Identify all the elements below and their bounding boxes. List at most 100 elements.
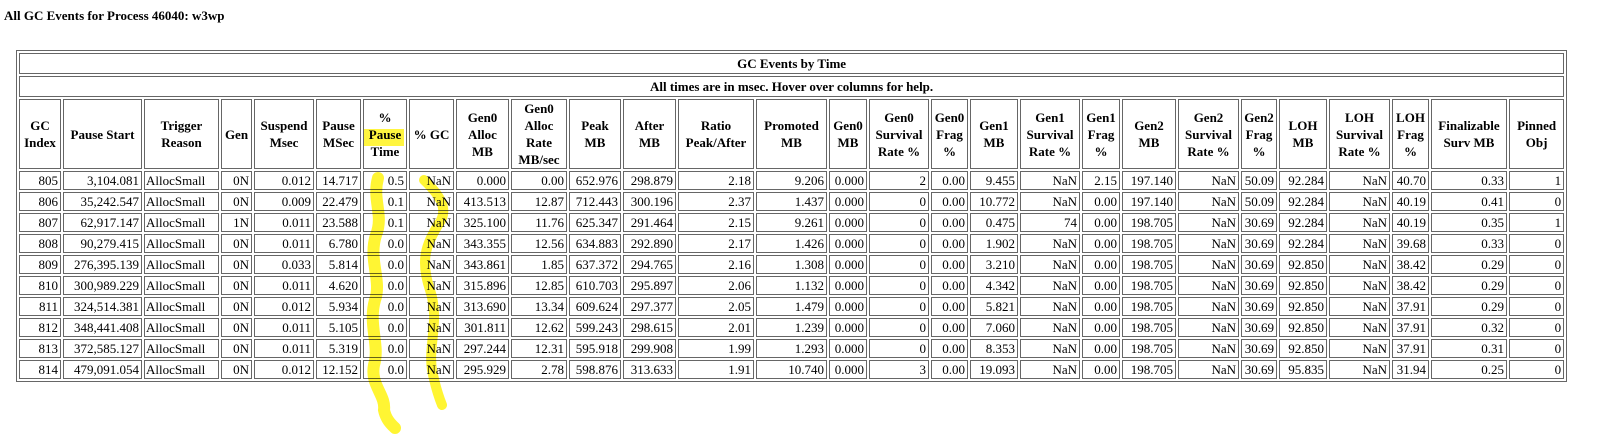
column-header: % GC (409, 99, 454, 169)
cell: 598.876 (569, 360, 621, 379)
cell: 1.308 (756, 255, 827, 274)
column-header: % Pause Time (363, 99, 407, 169)
cell: 198.705 (1122, 360, 1176, 379)
cell: 4.342 (970, 276, 1018, 295)
cell: 1.239 (756, 318, 827, 337)
cell: 0 (1509, 276, 1565, 295)
cell: 40.19 (1392, 192, 1429, 211)
cell: 0N (221, 171, 252, 190)
header-line: Gen1 (1086, 109, 1116, 125)
column-header: Gen2 Frag% (1241, 99, 1277, 169)
column-header: Pause MSec (316, 99, 361, 169)
cell: 1.479 (756, 297, 827, 316)
header-line: MB (983, 135, 1005, 150)
cell: 0.0 (363, 360, 407, 379)
header-line: MB (781, 135, 802, 150)
column-header: Gen2 MB (1122, 99, 1176, 169)
header-line: MB (1292, 135, 1314, 150)
cell: NaN (1329, 255, 1390, 274)
header-line: MSec (322, 135, 355, 150)
column-header: Gen (221, 99, 252, 169)
header-line: Rate % (1187, 143, 1230, 159)
data-row: 805 3,104.081 AllocSmall 0N 0.012 14.717 0.5 Na… (19, 171, 1565, 190)
cell: 0.011 (254, 318, 314, 337)
cell: 324,514.381 (63, 297, 142, 316)
cell: 291.464 (623, 213, 676, 232)
cell: 37.91 (1392, 339, 1429, 358)
cell: 0N (221, 360, 252, 379)
cell: NaN (409, 255, 454, 274)
cell: 297.244 (456, 339, 509, 358)
cell: 30.69 (1241, 318, 1277, 337)
column-header: LOH MB (1279, 99, 1327, 169)
cell: 0.012 (254, 297, 314, 316)
header-line: Reason (161, 135, 202, 150)
cell: 0N (221, 339, 252, 358)
cell: 810 (19, 276, 61, 295)
cell: 0 (869, 213, 929, 232)
cell: NaN (1178, 234, 1239, 253)
cell: 198.705 (1122, 213, 1176, 232)
column-header: Suspend Msec (254, 99, 314, 169)
cell: 294.765 (623, 255, 676, 274)
cell: NaN (409, 171, 454, 190)
header-line: Gen0 (467, 109, 498, 125)
header-line: MB (837, 135, 859, 150)
cell: 2.05 (678, 297, 754, 316)
cell: 2.15 (1082, 171, 1120, 190)
cell: 325.100 (456, 213, 509, 232)
cell: 0.000 (456, 171, 509, 190)
cell: AllocSmall (144, 213, 219, 232)
column-header: Gen1 MB (970, 99, 1018, 169)
cell: NaN (1020, 297, 1080, 316)
cell: 3.210 (970, 255, 1018, 274)
cell: 712.443 (569, 192, 621, 211)
cell: 0.000 (829, 234, 867, 253)
cell: 2.78 (511, 360, 567, 379)
cell: NaN (1329, 339, 1390, 358)
cell: 0.00 (931, 171, 968, 190)
cell: 92.850 (1279, 255, 1327, 274)
cell: AllocSmall (144, 234, 219, 253)
cell: 0.00 (1082, 360, 1120, 379)
header-line: Pinned (1517, 118, 1557, 133)
cell: 609.624 (569, 297, 621, 316)
header-line: Survival (1026, 126, 1074, 142)
cell: NaN (1329, 192, 1390, 211)
data-row: 807 62,917.147 AllocSmall 1N 0.011 23.588 0.1 N… (19, 213, 1565, 232)
cell: 2.16 (678, 255, 754, 274)
cell: 50.09 (1241, 192, 1277, 211)
header-line: LOH (1345, 109, 1374, 125)
cell: 1.293 (756, 339, 827, 358)
header-line: Msec (269, 135, 299, 150)
cell: 0.0 (363, 234, 407, 253)
cell: 198.705 (1122, 339, 1176, 358)
header-line: Alloc (524, 118, 554, 133)
cell: 0.1 (363, 213, 407, 232)
column-header: LOH Frag% (1392, 99, 1429, 169)
cell: 1.85 (511, 255, 567, 274)
cell: 1 (1509, 171, 1565, 190)
cell: 0 (1509, 192, 1565, 211)
cell: 0.00 (1082, 339, 1120, 358)
cell: 0 (869, 255, 929, 274)
header-line: Rate (526, 135, 552, 150)
cell: 62,917.147 (63, 213, 142, 232)
cell: 12.87 (511, 192, 567, 211)
cell: 652.976 (569, 171, 621, 190)
cell: 5.105 (316, 318, 361, 337)
cell: 38.42 (1392, 276, 1429, 295)
cell: 0 (1509, 339, 1565, 358)
cell: 300,989.229 (63, 276, 142, 295)
cell: 0.00 (931, 255, 968, 274)
header-line: Frag (1087, 126, 1115, 142)
cell: 0.011 (254, 339, 314, 358)
cell: 12.62 (511, 318, 567, 337)
cell: NaN (1020, 318, 1080, 337)
cell: 1.426 (756, 234, 827, 253)
column-header: Peak MB (569, 99, 621, 169)
cell: NaN (1178, 339, 1239, 358)
cell: 0.00 (931, 360, 968, 379)
cell: NaN (409, 234, 454, 253)
header-line: % (1094, 143, 1108, 159)
